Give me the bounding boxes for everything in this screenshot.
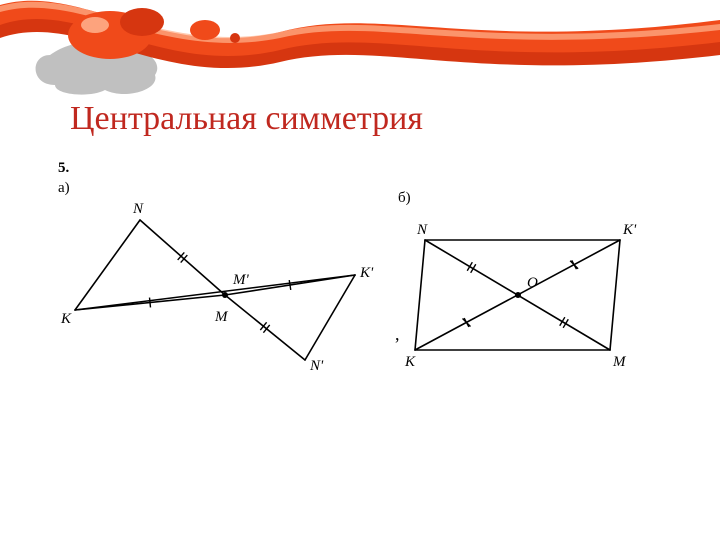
svg-text:M: M <box>612 354 627 370</box>
svg-text:N: N <box>132 201 144 217</box>
svg-text:M': M' <box>232 272 249 288</box>
diagram-a: K N M M' K' N' <box>55 195 375 370</box>
svg-text:K': K' <box>359 265 374 281</box>
ribbon-header <box>0 0 720 110</box>
problem-number: 5. <box>58 160 69 177</box>
diagram-b: N K' K M O, <box>395 220 655 380</box>
ribbon-blob-2 <box>120 8 164 36</box>
svg-text:N': N' <box>309 358 324 370</box>
ribbon-blob-3 <box>190 20 220 40</box>
svg-text:,: , <box>395 324 400 344</box>
svg-text:K: K <box>60 311 72 327</box>
svg-text:K': K' <box>622 222 637 238</box>
ribbon-blob-hl <box>81 17 109 33</box>
svg-text:K: K <box>404 354 416 370</box>
svg-text:M: M <box>214 309 229 325</box>
svg-text:N: N <box>416 222 428 238</box>
svg-text:O: O <box>527 275 538 291</box>
ribbon-dot <box>230 33 240 43</box>
part-b-label: б) <box>398 190 411 207</box>
page-title: Центральная симметрия <box>70 100 423 138</box>
